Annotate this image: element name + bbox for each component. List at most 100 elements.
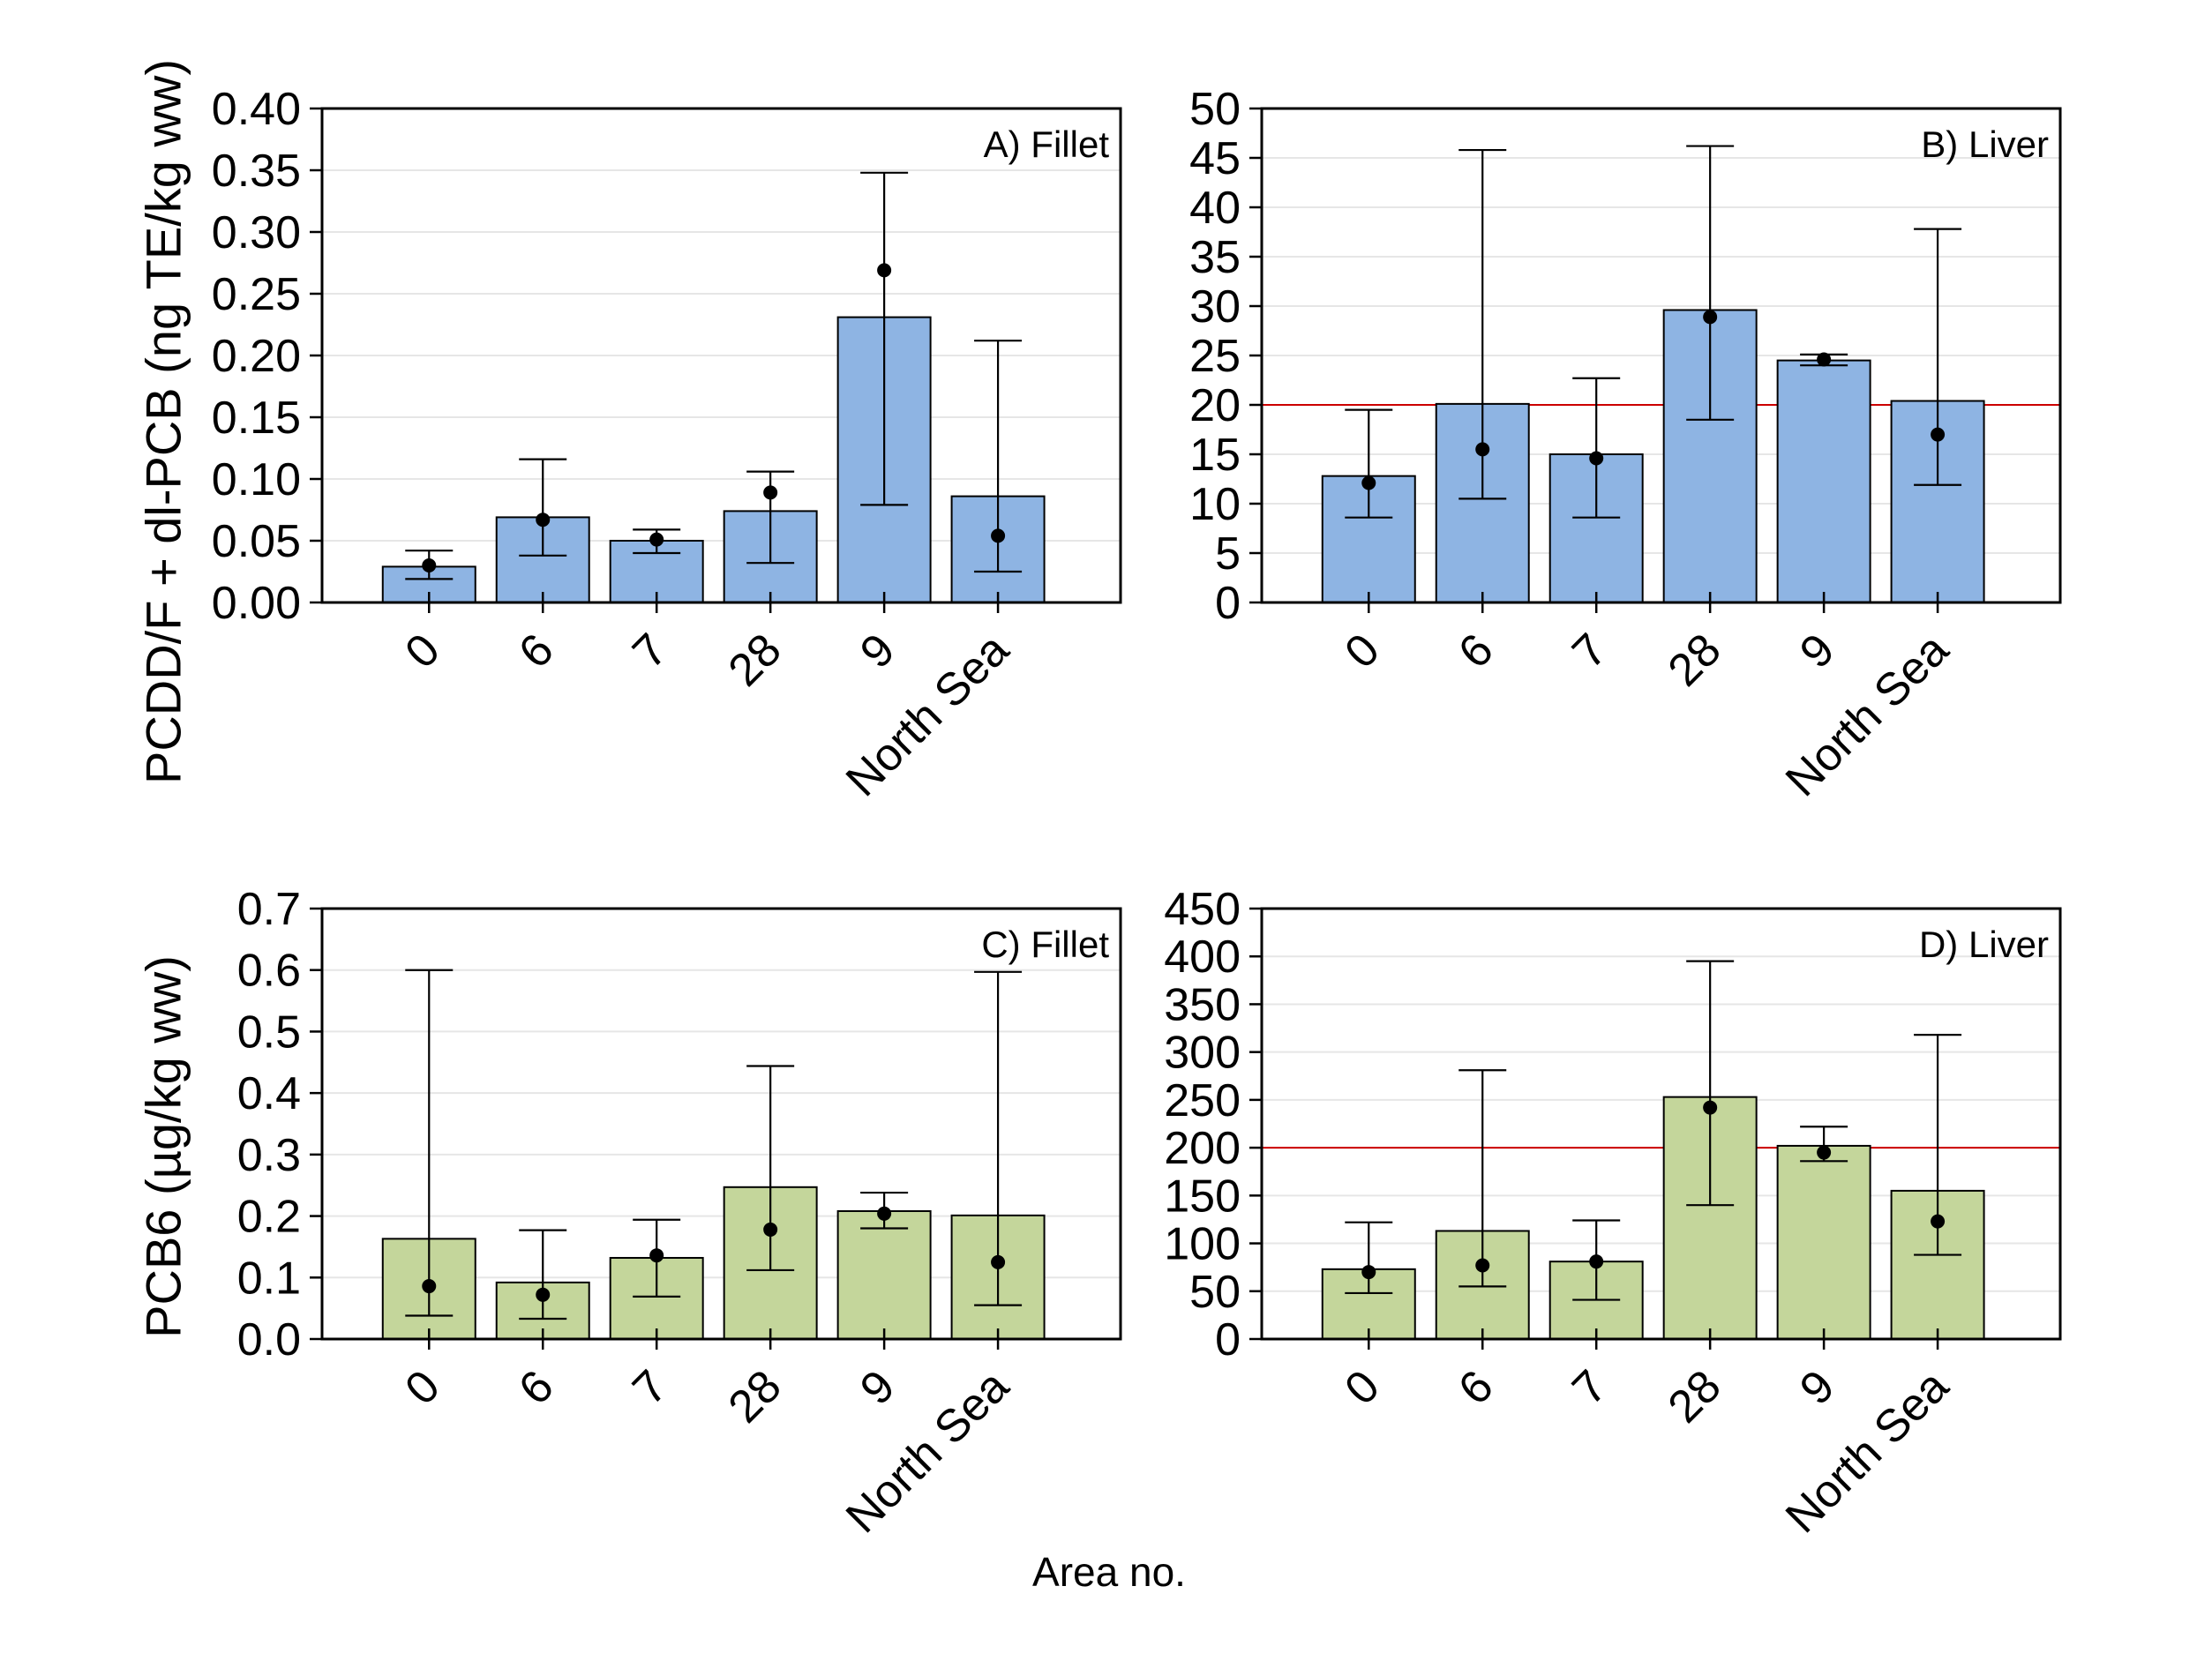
y-tick-label: 0.30 (212, 207, 301, 258)
y-tick-label: 0.1 (237, 1253, 301, 1304)
data-dot (991, 528, 1006, 543)
error-bar (519, 458, 567, 557)
data-dot (649, 532, 664, 547)
data-dot (1817, 1145, 1832, 1160)
panel-A-gridlines (322, 108, 1121, 542)
data-dot (1589, 1254, 1604, 1269)
panel-A-bars (381, 316, 1046, 604)
y-tick-label: 0.35 (212, 146, 301, 197)
y-tick-label: 0 (1215, 578, 1241, 629)
y-tick-label: 20 (1189, 380, 1241, 431)
y-tick-label: 0.05 (212, 516, 301, 567)
x-tick-label: 6 (1449, 1360, 1503, 1414)
y-tick-label: 0.5 (237, 1006, 301, 1058)
x-tick-label: 6 (509, 1360, 563, 1414)
error-bar (974, 970, 1023, 1306)
data-dot (1703, 310, 1718, 325)
bar (836, 1209, 932, 1340)
y-tick-label: 450 (1164, 884, 1241, 935)
panel-B-bars (1321, 309, 1985, 604)
y-tick-label: 150 (1164, 1171, 1241, 1222)
x-tick-label: 7 (1563, 624, 1616, 677)
x-tick-label: 6 (509, 624, 563, 677)
y-tick-label: 25 (1189, 331, 1241, 382)
data-dot (536, 1287, 551, 1302)
data-dot (1703, 1100, 1718, 1115)
x-tick-label: 9 (1790, 624, 1844, 677)
y-tick-label: 15 (1189, 430, 1241, 481)
x-tick-label: 28 (719, 1360, 791, 1433)
y-tick-label: 50 (1189, 1267, 1241, 1318)
x-tick-label: 0 (395, 1360, 449, 1414)
x-tick-label: 7 (1563, 1360, 1616, 1414)
data-dot (1361, 475, 1376, 490)
x-tick-label: 9 (851, 1360, 904, 1414)
y-tick-label: 45 (1189, 133, 1241, 184)
x-tick-label: 0 (1335, 1360, 1389, 1414)
data-dot (422, 1279, 437, 1294)
y-tick-label: 10 (1189, 479, 1241, 530)
y-tick-label: 30 (1189, 281, 1241, 333)
data-dot (1817, 352, 1832, 367)
x-tick-label: 7 (623, 1360, 677, 1414)
bar (1776, 1144, 1871, 1341)
x-tick-label: 6 (1449, 624, 1503, 677)
y-tick-label: 5 (1215, 528, 1241, 580)
data-dot (1589, 451, 1604, 466)
y-tick-label: 0.4 (237, 1068, 301, 1119)
bar (1776, 359, 1871, 603)
error-bar (1345, 408, 1393, 519)
y-tick-label: 35 (1189, 232, 1241, 283)
error-bar (1345, 1221, 1393, 1295)
error-bar (860, 171, 909, 506)
data-dot (763, 1222, 778, 1237)
error-bar (1458, 148, 1507, 500)
error-bar (519, 1229, 567, 1321)
y-tick-label: 0.15 (212, 393, 301, 444)
plot-frame (320, 907, 1122, 1341)
x-tick-label: 9 (1790, 1360, 1844, 1414)
y-tick-label: 100 (1164, 1219, 1241, 1270)
error-bar (1686, 960, 1735, 1207)
y-tick-label: 200 (1164, 1123, 1241, 1174)
data-dot (877, 263, 892, 278)
y-tick-label: 300 (1164, 1028, 1241, 1079)
error-bar (1458, 1069, 1507, 1288)
panel-label-d-liver: D) Liver (1918, 924, 2049, 965)
x-tick-label: 28 (1659, 1360, 1731, 1433)
error-bar (1686, 145, 1735, 421)
y-axis-title-pcb6: PCB6 (µg/kg ww) (135, 955, 191, 1338)
plot-frame (1260, 107, 2062, 604)
y-axis-title-pcdd: PCDD/F + dl-PCB (ng TE/kg ww) (135, 58, 191, 785)
data-dot (877, 1206, 892, 1221)
y-tick-label: 40 (1189, 183, 1241, 234)
y-tick-label: 0.25 (212, 269, 301, 320)
y-tick-label: 0 (1215, 1314, 1241, 1365)
y-tick-label: 0.20 (212, 331, 301, 382)
y-tick-label: 0.6 (237, 946, 301, 997)
y-tick-label: 350 (1164, 979, 1241, 1030)
data-dot (1475, 442, 1490, 457)
x-tick-label: 0 (395, 624, 449, 677)
error-bar (1914, 228, 1962, 486)
data-dot (1475, 1258, 1490, 1273)
data-dot (1931, 427, 1946, 442)
y-tick-label: 50 (1189, 84, 1241, 135)
x-tick-label: 9 (851, 624, 904, 677)
y-tick-label: 0.40 (212, 84, 301, 135)
panel-C-bars (381, 1186, 1046, 1341)
plot-frame (320, 107, 1122, 604)
y-tick-label: 0.00 (212, 578, 301, 629)
y-tick-label: 250 (1164, 1075, 1241, 1126)
error-bar (405, 969, 454, 1317)
y-tick-label: 0.7 (237, 884, 301, 935)
y-tick-label: 0.10 (212, 454, 301, 505)
plot-frame (1260, 907, 2062, 1341)
y-tick-label: 0.2 (237, 1192, 301, 1243)
